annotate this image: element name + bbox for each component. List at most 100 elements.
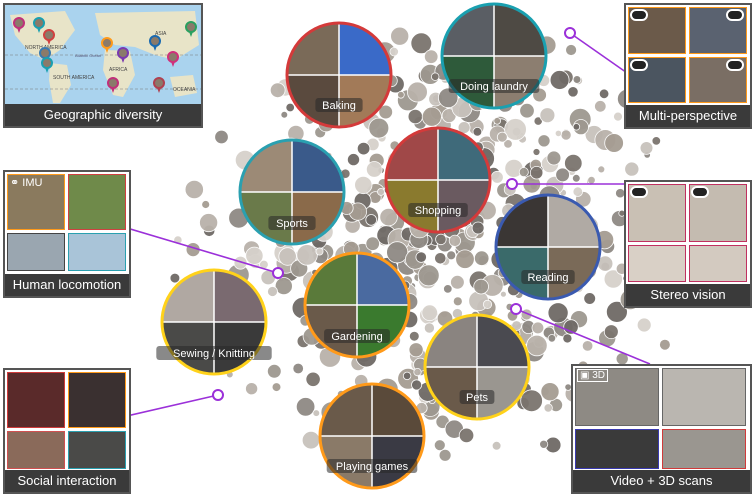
video-thumbnail-bubble [434,252,447,265]
activity-label: Shopping [415,205,462,217]
glasses-icon [691,186,709,198]
video-thumbnail-bubble [354,175,373,195]
activity-bubble: Doing laundry [440,2,548,110]
video-3d-caption: Video + 3D scans [573,470,750,492]
video-thumbnail-bubble [184,179,204,200]
geographic-diversity-panel: NORTH AMERICA SOUTH AMERICA ASIA OCEANIA… [3,3,203,128]
video-thumbnail-bubble [490,170,504,184]
map-label-oceania: OCEANIA [173,87,196,93]
video-thumbnail-bubble [565,44,577,56]
stereo-vision-caption: Stereo vision [626,284,750,306]
locomotion-tile-1 [7,174,65,230]
activity-label-background [408,203,468,217]
video-thumbnail-bubble [421,304,439,322]
video-thumbnail-bubble [499,290,507,298]
video-thumbnail-bubble [539,439,549,449]
activity-label: Baking [322,100,356,112]
video-thumbnail-bubble [280,111,289,119]
video-thumbnail-bubble [292,362,304,375]
video-thumbnail-bubble [271,382,282,392]
activity-label-background [448,79,540,93]
video-thumbnail-bubble [315,247,324,256]
activity-bubble-ring [285,21,393,129]
social-tile-4 [68,431,126,469]
video-thumbnail-bubble [604,133,624,153]
video-thumbnail-bubble [567,86,579,98]
video-thumbnail-bubble [169,272,181,284]
video-thumbnail-bubble [214,129,229,145]
activity-bubble: Baking [285,21,393,129]
video-thumbnail-bubble [408,342,424,358]
video-thumbnail-bubble [312,409,321,417]
activity-label: Doing laundry [460,81,528,93]
video-3d-connector-line [515,308,651,365]
video-thumbnail-bubble [438,448,452,462]
video-thumbnail-bubble [458,427,475,444]
activity-bubble-ring [160,268,268,376]
stereo-tile-3 [628,245,686,282]
activity-bubble-ring [494,193,602,301]
video-3d-anchor-dot [510,303,522,315]
video-thumbnail-bubble [603,324,619,340]
map-pin-icon [41,57,53,73]
human-locomotion-caption: Human locomotion [5,274,129,296]
video-thumbnail-bubble [410,32,433,55]
3d-cube-icon: ▣ 3D [577,369,609,382]
video-thumbnail-bubble [503,139,513,149]
social-interaction-anchor-dot [212,389,224,401]
map-pin-icon [101,37,113,53]
video-thumbnail-bubble [233,255,248,270]
video-thumbnail-bubble [571,174,581,183]
video-thumbnail-bubble [415,251,427,263]
video-thumbnail-bubble [389,47,399,57]
map-pin-icon [167,51,179,67]
video-thumbnail-bubble [435,233,447,246]
video-thumbnail-bubble [365,161,383,178]
scan-tile-2 [662,368,746,426]
video-thumbnail-bubble [285,102,295,113]
video-thumbnail-bubble [491,440,502,451]
video-thumbnail-bubble [450,274,465,290]
video-thumbnail-bubble [554,129,563,137]
video-thumbnail-bubble [547,302,569,324]
video-thumbnail-bubble [274,277,293,296]
video-thumbnail-bubble [278,247,297,266]
video-thumbnail-bubble [511,320,522,331]
activity-label: Pets [466,392,489,404]
activity-label-background [459,390,495,404]
map-pin-icon [185,21,197,37]
map-label-africa: AFRICA [109,67,128,73]
activity-label-background [315,98,363,112]
social-interaction-caption: Social interaction [5,470,129,492]
video-thumbnail-bubble [269,82,286,98]
activity-bubble: Shopping [384,126,492,234]
multi-perspective-anchor-dot [564,27,576,39]
activity-bubble: Gardening [303,251,411,359]
video-thumbnail-bubble [547,334,557,343]
video-thumbnail-bubble [526,334,548,357]
stereo-vision-panel: Stereo vision [624,180,752,308]
3d-badge-label: 3D [592,370,606,381]
activity-label: Reading [528,272,569,284]
video-thumbnail-bubble [266,363,282,379]
activity-bubble-ring [384,126,492,234]
locomotion-tile-2 [68,174,126,230]
video-thumbnail-bubble [433,439,446,452]
video-thumbnail-bubble [583,292,596,305]
video-thumbnail-bubble [594,100,607,113]
map-label-south-america: SOUTH AMERICA [53,75,95,81]
video-thumbnail-bubble [455,249,475,269]
video-thumbnail-bubble [560,129,572,141]
connector-layer [126,27,651,417]
video-thumbnail-bubble [365,214,378,226]
video-thumbnail-bubble [606,300,628,323]
south-america-shape [49,63,71,103]
activity-bubble-ring [318,382,426,490]
video-thumbnail-bubble [636,317,652,333]
activity-label: Sports [276,218,308,230]
activity-bubble: Pets [423,313,531,421]
world-map: NORTH AMERICA SOUTH AMERICA ASIA OCEANIA… [5,5,201,104]
video-thumbnail-bubble [431,72,440,81]
map-pin-icon [149,35,161,51]
